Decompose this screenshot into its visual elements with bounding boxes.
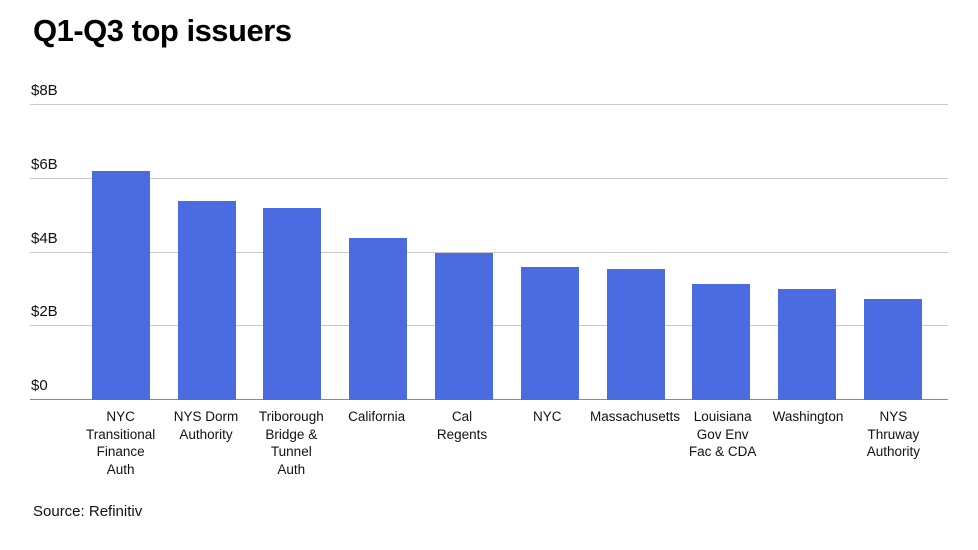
gridline	[30, 104, 948, 105]
bar-slot	[764, 105, 850, 400]
bar-slot	[250, 105, 336, 400]
x-category-label-line: Cal	[451, 409, 473, 424]
x-category-label-line: NYC	[106, 409, 135, 424]
x-category-label-line: Authority	[866, 444, 920, 460]
x-category-label: NYS Dorm Authority	[163, 408, 248, 478]
x-labels-row: NYC Transitional Finance Auth NYS Dorm Author…	[30, 408, 948, 478]
x-category-label: Washington	[765, 408, 850, 478]
x-category-label-line: Triborough	[258, 409, 324, 424]
y-tick-label: $2B	[31, 303, 58, 321]
bar-9	[864, 298, 923, 400]
x-category-label-line: Louisiana	[693, 409, 752, 424]
bar-slot	[850, 105, 936, 400]
x-category-label: NYC Transitional Finance Auth	[78, 408, 163, 478]
bar-slot	[421, 105, 507, 400]
bar-2	[263, 208, 322, 400]
y-tick-label: $0	[31, 377, 48, 394]
x-category-label-line: NYC	[533, 409, 562, 424]
bar-0	[91, 171, 150, 400]
x-category-label: Cal Regents	[419, 408, 504, 478]
bar-6	[606, 269, 665, 400]
bar-slot	[335, 105, 421, 400]
x-category-label: Louisiana Gov Env Fac & CDA	[680, 408, 765, 478]
x-category-label: California	[334, 408, 419, 478]
bar-4	[435, 252, 494, 400]
x-category-label: Triborough Bridge & Tunnel Auth	[249, 408, 334, 478]
x-category-label-line: Tunnel	[270, 444, 312, 460]
x-category-label-line: Authority	[179, 426, 233, 442]
chart-title: Q1-Q3 top issuers	[33, 13, 292, 48]
y-tick-label: $6B	[31, 155, 58, 173]
x-category-label-line: Regents	[436, 426, 488, 442]
bar-slot	[164, 105, 250, 400]
x-category-label-line: NYS Dorm	[173, 409, 239, 424]
x-category-label-line: Auth	[106, 461, 135, 477]
x-category-label-line: Bridge &	[265, 426, 318, 442]
bar-slot	[78, 105, 164, 400]
x-category-label: Massachusetts	[590, 408, 680, 478]
gridline	[30, 177, 948, 179]
bar-8	[778, 289, 837, 400]
x-category-label-line: Fac & CDA	[688, 444, 757, 460]
bar-5	[520, 267, 579, 400]
bars-row	[30, 105, 948, 400]
x-category-label-line: Thruway	[867, 426, 920, 442]
bar-slot	[507, 105, 593, 400]
bar-7	[692, 283, 751, 400]
gridline	[30, 251, 948, 253]
bar-3	[349, 237, 408, 400]
plot-area: $0 $2B $4B $6B $8B	[30, 82, 948, 400]
x-category-label-line: Transitional	[86, 426, 156, 442]
x-category-label-line: Washington	[772, 409, 844, 424]
y-tick-label: $4B	[31, 229, 58, 247]
x-category-label: NYC	[505, 408, 590, 478]
x-category-label-line: NYS	[879, 409, 908, 424]
x-category-label-line: California	[348, 409, 406, 424]
x-category-label-line: Massachusetts	[589, 409, 681, 424]
x-category-label-line: Finance	[96, 444, 145, 460]
x-category-label-line: Auth	[277, 461, 306, 477]
y-tick-label: $8B	[31, 82, 58, 99]
bar-1	[177, 200, 236, 400]
x-category-label: NYS Thruway Authority	[851, 408, 936, 478]
x-category-label-line: Gov Env	[696, 426, 749, 442]
bar-slot	[593, 105, 679, 400]
source-note: Source: Refinitiv	[33, 503, 143, 520]
bar-slot	[679, 105, 765, 400]
